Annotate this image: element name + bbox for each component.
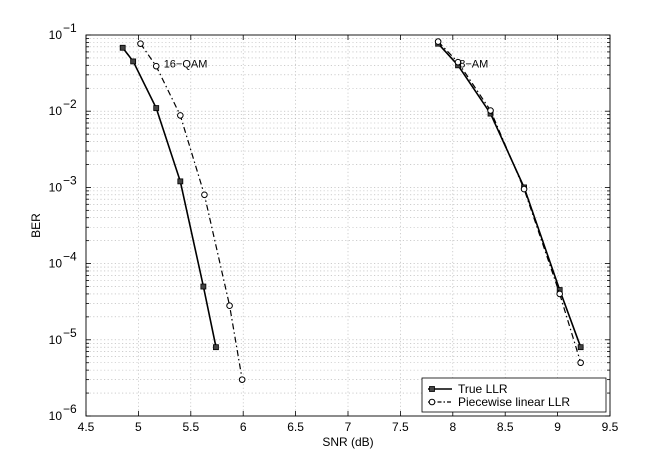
- circle-marker: [434, 38, 442, 45]
- x-tick-label: 8: [449, 420, 456, 434]
- circle-marker: [577, 359, 584, 367]
- y-tick-label: 10: [49, 409, 63, 423]
- circle-marker: [238, 376, 246, 383]
- x-tick-label: 7.5: [392, 420, 409, 434]
- legend-box: [421, 377, 607, 413]
- y-tick-label: 10: [49, 257, 63, 271]
- x-tick-label: 4.5: [78, 420, 95, 434]
- square-marker: [577, 344, 584, 351]
- series-1: [137, 40, 246, 383]
- y-tick-exponent: −4: [63, 250, 77, 264]
- series: [119, 38, 584, 383]
- square-marker: [153, 105, 160, 111]
- square-marker: [130, 58, 137, 65]
- x-tick-label: 6.5: [287, 420, 304, 434]
- legend-label: Piecewise linear LLR: [458, 395, 570, 409]
- circle-marker: [454, 58, 462, 66]
- y-tick-exponent: −2: [63, 97, 77, 111]
- y-tick-label: 10: [49, 180, 63, 194]
- series-0: [119, 44, 219, 351]
- circle-marker: [137, 40, 144, 47]
- square-marker: [200, 283, 207, 290]
- series-line: [437, 41, 582, 363]
- x-tick-label: 7: [345, 420, 352, 434]
- y-tick-exponent: −6: [63, 402, 77, 416]
- square-marker: [119, 44, 126, 51]
- annotation-label: 16−QAM: [164, 59, 208, 71]
- square-marker: [213, 344, 219, 351]
- circle-marker: [226, 302, 233, 310]
- x-tick-label: 5: [135, 420, 142, 434]
- annotation-label: 8−AM: [459, 59, 488, 71]
- series-line: [437, 43, 582, 348]
- y-axis-title: BER: [29, 213, 43, 238]
- y-tick-label: 10: [49, 333, 63, 347]
- y-tick-exponent: −1: [63, 21, 77, 35]
- circle-marker: [487, 107, 494, 114]
- circle-marker: [177, 112, 184, 119]
- square-marker: [177, 178, 184, 185]
- series-line: [140, 43, 243, 380]
- circle-marker: [520, 185, 528, 193]
- y-tick-exponent: −5: [63, 326, 77, 340]
- x-tick-label: 5.5: [182, 420, 199, 434]
- plot-frame: [85, 34, 611, 417]
- circle-marker: [428, 398, 436, 406]
- x-tick-label: 9.5: [602, 420, 619, 434]
- x-tick-label: 8.5: [497, 420, 514, 434]
- square-marker: [429, 386, 435, 392]
- x-axis-title: SNR (dB): [322, 435, 373, 449]
- legend-entry: True LLR: [428, 382, 508, 396]
- legend-entry: Piecewise linear LLR: [428, 395, 570, 409]
- circle-marker: [152, 62, 160, 70]
- x-tick-label: 6: [240, 420, 247, 434]
- annotations: 16−QAM 8−AM: [164, 59, 489, 71]
- circle-marker: [201, 191, 208, 199]
- series-3: [434, 38, 584, 367]
- legend-label: True LLR: [458, 382, 508, 396]
- x-tick-label: 9: [554, 420, 561, 434]
- y-tick-label: 10: [49, 104, 63, 118]
- grid: [86, 35, 610, 416]
- y-tick-label: 10: [49, 28, 63, 42]
- y-tick-exponent: −3: [63, 173, 77, 187]
- axes: 4.5 5 5.5 6 6.5 7 7.5 8 8.5 9 9.510 −610 −510 −410 −31…: [49, 21, 619, 434]
- circle-marker: [556, 290, 563, 298]
